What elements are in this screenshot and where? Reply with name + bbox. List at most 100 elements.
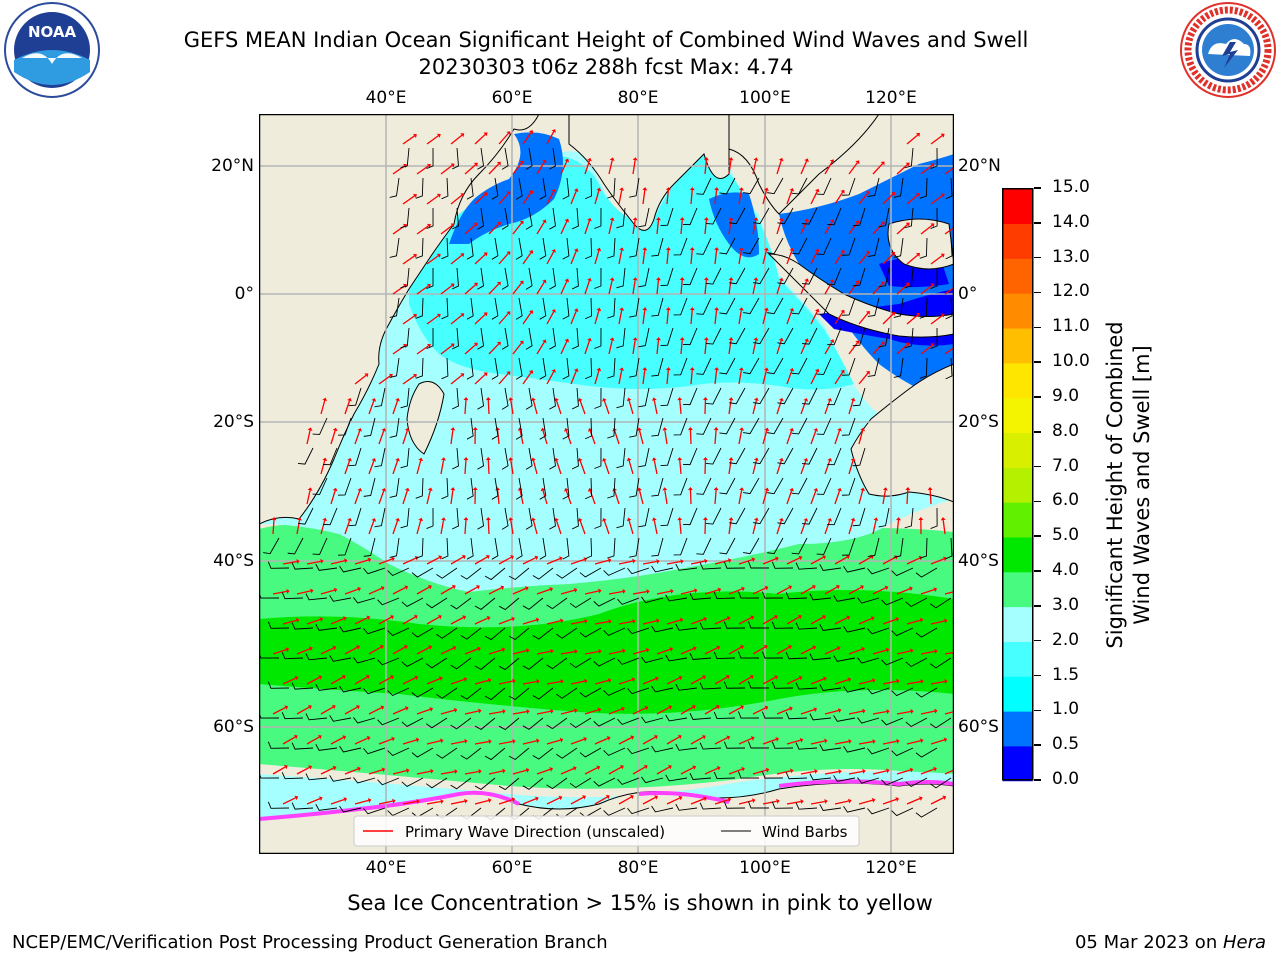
wave-direction-arrow <box>594 370 600 385</box>
wind-barb <box>771 561 794 569</box>
wave-direction-arrowhead <box>655 277 661 281</box>
wind-barb <box>389 357 400 378</box>
wave-direction-arrowhead <box>753 337 759 341</box>
wave-direction-arrow <box>656 340 660 355</box>
wind-barb <box>584 357 593 380</box>
wave-direction-arrow <box>354 490 361 505</box>
wave-direction-arrow <box>584 340 591 355</box>
wave-direction-arrow <box>512 650 527 655</box>
wind-barb <box>291 562 314 570</box>
wave-direction-arrow <box>800 586 814 595</box>
wind-barb <box>363 747 386 755</box>
wave-direction-arrow <box>368 587 383 595</box>
wind-barb <box>450 657 472 670</box>
wave-direction-arrowhead <box>367 557 372 563</box>
wind-barb <box>353 657 376 664</box>
wind-barb <box>713 591 736 599</box>
wave-direction-arrow <box>632 766 646 775</box>
wave-direction-arrow <box>906 254 919 265</box>
wave-direction-arrow <box>416 285 429 295</box>
wind-barb <box>377 657 400 666</box>
wave-direction-arrowhead <box>778 517 784 522</box>
wave-direction-arrowhead <box>632 277 638 281</box>
wave-direction-arrow <box>426 135 439 145</box>
wind-barb <box>660 507 674 527</box>
wave-direction-arrow <box>848 770 863 775</box>
wind-barb <box>816 357 832 375</box>
wave-direction-arrowhead <box>728 337 734 341</box>
wave-direction-arrow <box>786 370 793 385</box>
wave-direction-arrowhead <box>460 253 465 258</box>
wave-direction-arrow <box>464 648 479 655</box>
wave-direction-arrowhead <box>357 427 363 432</box>
wave-direction-arrowhead <box>609 337 615 341</box>
wave-direction-arrowhead <box>519 340 524 345</box>
colorbar-tick-mark <box>1034 326 1041 329</box>
wind-barb <box>785 652 808 660</box>
wave-direction-arrowhead <box>716 766 721 771</box>
wind-barb <box>930 327 938 349</box>
wave-direction-arrowhead <box>646 589 650 595</box>
wave-direction-arrow <box>810 616 824 625</box>
wave-direction-arrow <box>368 460 375 475</box>
wave-direction-arrow <box>690 618 705 625</box>
wind-barb <box>305 773 328 781</box>
wave-direction-arrow <box>882 490 887 505</box>
wind-barb <box>723 801 746 809</box>
wave-direction-arrowhead <box>502 768 506 774</box>
svg-text:NOAA: NOAA <box>28 23 77 41</box>
wave-direction-arrow <box>920 650 935 655</box>
wind-barb <box>287 537 304 555</box>
wave-direction-arrowhead <box>703 616 707 622</box>
wind-barb <box>525 267 533 290</box>
wave-direction-arrowhead <box>506 251 511 256</box>
wave-direction-arrow <box>498 799 513 805</box>
wind-barb <box>363 537 376 557</box>
wave-direction-arrowhead <box>622 589 626 594</box>
wave-direction-arrowhead <box>753 277 759 281</box>
wind-barb <box>651 805 674 813</box>
wave-direction-arrowhead <box>764 247 769 252</box>
wave-direction-arrowhead <box>391 736 395 742</box>
wave-direction-arrowhead <box>930 343 935 348</box>
wind-barb <box>816 297 832 315</box>
wind-barb <box>377 777 400 786</box>
wind-barb <box>723 681 746 689</box>
wind-barb <box>607 417 616 439</box>
wind-barb <box>377 717 400 726</box>
wave-direction-arrow <box>450 374 463 385</box>
wave-direction-arrow <box>570 310 577 325</box>
wave-direction-arrowhead <box>940 517 946 521</box>
colorbar-tick-label: 8.0 <box>1052 420 1080 441</box>
wave-direction-arrowhead <box>473 282 478 287</box>
wave-direction-arrow <box>522 132 532 145</box>
wave-direction-arrowhead <box>679 617 684 623</box>
wind-barb <box>374 387 386 408</box>
wind-barb <box>607 357 616 379</box>
wave-direction-arrowhead <box>371 398 377 402</box>
wave-direction-arrow <box>416 225 429 235</box>
wind-barb <box>415 357 424 379</box>
wave-direction-arrowhead <box>283 764 288 770</box>
wave-direction-arrowhead <box>740 705 744 710</box>
wave-direction-arrow <box>378 430 385 445</box>
wave-direction-arrow <box>642 736 656 745</box>
wave-direction-arrowhead <box>739 487 745 491</box>
wind-barb <box>593 717 616 727</box>
wind-barb <box>816 537 832 555</box>
wave-direction-arrow <box>762 800 777 805</box>
wind-barb <box>617 777 640 785</box>
wind-barb <box>525 147 533 170</box>
wave-direction-arrowhead <box>886 768 890 774</box>
wind-barb <box>689 773 712 780</box>
wind-barb <box>929 777 952 789</box>
wind-barb <box>452 147 459 170</box>
colorbar-band <box>1002 745 1033 782</box>
wave-direction-arrowhead <box>582 795 586 800</box>
wind-barb <box>363 627 386 635</box>
wave-direction-arrowhead <box>829 279 835 284</box>
wave-direction-arrow <box>450 134 463 145</box>
colorbar-tick-label: 6.0 <box>1052 490 1080 511</box>
wave-direction-arrow <box>296 766 310 775</box>
wave-direction-arrow <box>848 282 858 295</box>
